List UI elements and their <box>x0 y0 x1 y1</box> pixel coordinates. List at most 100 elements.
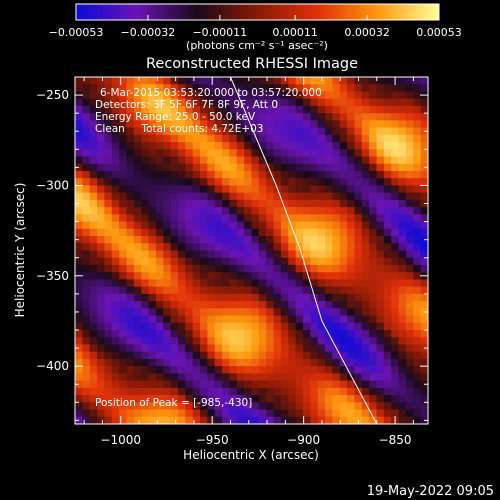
heatmap-cell <box>170 315 179 324</box>
heatmap-cell <box>420 228 428 237</box>
heatmap-cell <box>82 185 91 194</box>
heatmap-cell <box>302 322 311 331</box>
heatmap-cell <box>82 221 91 230</box>
heatmap-cell <box>236 250 245 259</box>
heatmap-cell <box>200 366 208 374</box>
heatmap-cell <box>413 409 422 418</box>
heatmap-cell <box>244 192 253 201</box>
heatmap-cell <box>383 293 392 302</box>
heatmap-cell <box>354 337 363 346</box>
heatmap-cell <box>280 366 289 374</box>
heatmap-cell <box>207 98 216 107</box>
heatmap-cell <box>398 91 407 100</box>
heatmap-cell <box>376 120 385 129</box>
heatmap-cell <box>361 308 370 317</box>
heatmap-cell <box>75 105 83 114</box>
heatmap-cell <box>347 214 356 223</box>
heatmap-cell <box>288 98 297 107</box>
heatmap-cell <box>185 91 194 100</box>
heatmap-cell <box>200 373 208 382</box>
heatmap-cell <box>111 293 120 302</box>
heatmap-cell <box>310 127 319 136</box>
heatmap-cell <box>214 395 223 403</box>
heatmap-cell <box>89 409 98 418</box>
heatmap-cell <box>89 113 98 121</box>
heatmap-cell <box>192 322 201 331</box>
heatmap-cell <box>207 387 216 396</box>
heatmap-cell <box>398 416 407 424</box>
heatmap-cell <box>317 120 326 129</box>
heatmap-cell <box>214 279 223 288</box>
heatmap-cell <box>295 358 304 367</box>
heatmap-cell <box>111 272 120 281</box>
heatmap-cell <box>141 178 150 187</box>
heatmap-cell <box>163 77 172 85</box>
heatmap-cell <box>155 395 164 403</box>
heatmap-cell <box>266 214 275 223</box>
heatmap-cell <box>420 221 428 230</box>
heatmap-cell <box>177 322 186 331</box>
heatmap-cell <box>163 315 172 324</box>
heatmap-cell <box>405 149 414 158</box>
heatmap-cell <box>97 315 106 324</box>
heatmap-cell <box>295 163 304 172</box>
heatmap-cell <box>163 395 172 403</box>
heatmap-cell <box>222 156 231 165</box>
heatmap-cell <box>325 293 333 302</box>
heatmap-cell <box>383 236 392 244</box>
heatmap-cell <box>280 293 289 302</box>
heatmap-cell <box>354 178 363 187</box>
heatmap-cell <box>192 170 201 179</box>
heatmap-cell <box>170 207 179 215</box>
heatmap-cell <box>89 272 98 281</box>
heatmap-cell <box>229 416 238 424</box>
heatmap-cell <box>369 279 378 288</box>
heatmap-cell <box>317 127 326 136</box>
heatmap-cell <box>383 178 392 187</box>
heatmap-cell <box>369 286 378 295</box>
heatmap-cell <box>163 236 172 244</box>
heatmap-cell <box>126 91 135 100</box>
heatmap-cell <box>207 199 216 208</box>
heatmap-cell <box>420 192 428 201</box>
heatmap-cell <box>339 315 348 324</box>
heatmap-cell <box>266 178 275 187</box>
heatmap-cell <box>288 366 297 374</box>
heatmap-cell <box>280 142 289 150</box>
heatmap-cell <box>222 120 231 129</box>
heatmap-cell <box>332 228 341 237</box>
heatmap-cell <box>214 113 223 121</box>
heatmap-cell <box>398 134 407 143</box>
heatmap-cell <box>391 250 400 259</box>
heatmap-cell <box>170 149 179 158</box>
heatmap-cell <box>155 105 164 114</box>
heatmap-cell <box>347 344 356 353</box>
heatmap-cell <box>258 98 267 107</box>
heatmap-cell <box>148 243 157 252</box>
heatmap-cell <box>413 98 422 107</box>
heatmap-cell <box>266 395 275 403</box>
heatmap-cell <box>133 279 142 288</box>
heatmap-cell <box>214 416 223 424</box>
heatmap-cell <box>302 199 311 208</box>
heatmap-cell <box>155 113 164 121</box>
heatmap-cell <box>148 185 157 194</box>
heatmap-cell <box>413 163 422 172</box>
y-axis-ticks: −250−300−350−400 <box>36 76 428 421</box>
heatmap-cell <box>280 127 289 136</box>
heatmap-cell <box>369 236 378 244</box>
heatmap-cell <box>420 286 428 295</box>
heatmap-cell <box>133 199 142 208</box>
heatmap-cell <box>133 127 142 136</box>
heatmap-cell <box>104 199 113 208</box>
heatmap-cell <box>413 416 422 424</box>
heatmap-cell <box>222 207 231 215</box>
heatmap-cell <box>163 113 172 121</box>
heatmap-cell <box>398 358 407 367</box>
heatmap-cell <box>229 134 238 143</box>
heatmap-cell <box>185 315 194 324</box>
heatmap-cell <box>236 228 245 237</box>
heatmap-cell <box>185 84 194 93</box>
heatmap-cell <box>258 272 267 281</box>
heatmap-cell <box>236 358 245 367</box>
